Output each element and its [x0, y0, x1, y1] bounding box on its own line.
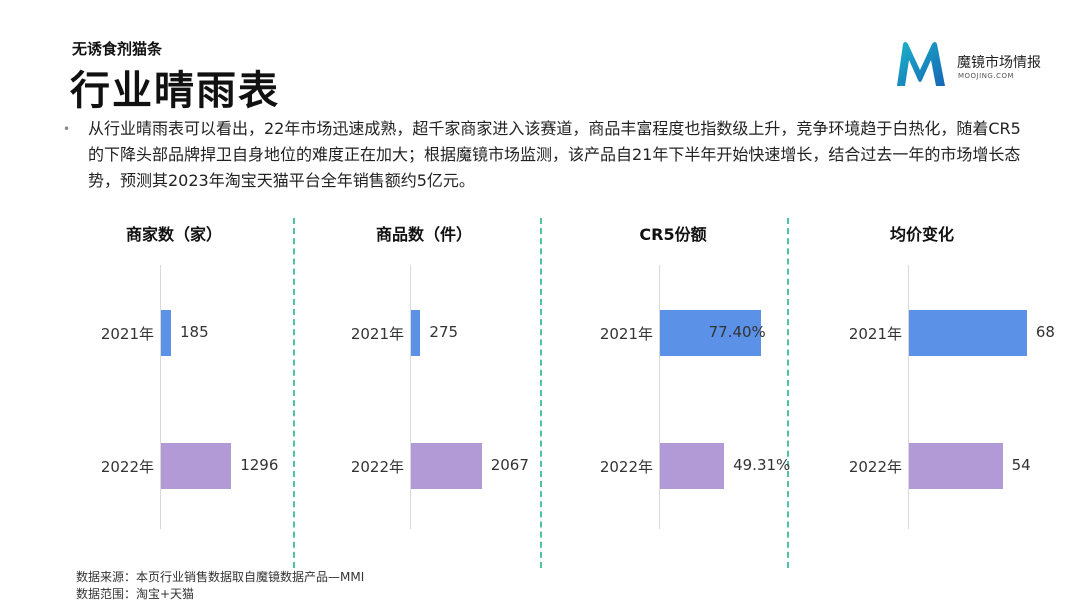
bar-2022 [411, 443, 482, 489]
category-label: 2022年 [100, 458, 154, 476]
brand-logo: 魔镜市场情报 MOOJING.COM [893, 40, 1063, 90]
chart-axis [160, 265, 161, 529]
chart-title: 商家数（家） [125, 225, 222, 244]
footer-source: 数据来源：本页行业销售数据取自魔镜数据产品—MMI [76, 570, 365, 584]
category-label: 2021年 [599, 325, 653, 343]
bar-2021 [909, 310, 1027, 356]
data-label: 275 [429, 323, 459, 341]
chart-panel: 均价变化 2021年 68 2022年 54 [798, 215, 1055, 545]
bullet-icon: • [63, 122, 71, 136]
data-label: 2067 [490, 456, 529, 474]
intro-paragraph: 从行业晴雨表可以看出，22年市场迅速成熟，超千家商家进入该赛道，商品丰富程度也指… [88, 119, 1021, 190]
category-label: 2021年 [100, 325, 154, 343]
data-label: 1296 [240, 456, 279, 474]
category-label: 2022年 [848, 458, 902, 476]
category-label: 2022年 [350, 458, 404, 476]
bar-2022 [909, 443, 1003, 489]
category-label: 2022年 [599, 458, 653, 476]
footer-scope: 数据范围：淘宝+天猫 [76, 587, 195, 601]
data-label: 77.40% [708, 323, 766, 341]
data-label: 68 [1035, 323, 1055, 341]
page-subtitle: 无诱食剂猫条 [72, 40, 163, 58]
page-title: 行业晴雨表 [70, 68, 280, 114]
logo-name: 魔镜市场情报 [957, 55, 1041, 71]
bar-2022 [660, 443, 725, 489]
category-label: 2021年 [848, 325, 902, 343]
chart-axis [410, 265, 411, 529]
chart-panel: 商品数（件） 2021年 275 2022年 2067 [300, 215, 548, 545]
chart-axis [659, 265, 660, 529]
data-label: 49.31% [733, 456, 791, 474]
data-label: 54 [1011, 456, 1031, 474]
chart-panel: 商家数（家） 2021年 185 2022年 1296 [50, 215, 298, 545]
bar-2021 [411, 310, 421, 356]
panel-divider [293, 218, 295, 568]
chart-title: 商品数（件） [375, 225, 472, 244]
bar-2022 [161, 443, 232, 489]
bar-2021 [161, 310, 172, 356]
logo-subtext: MOOJING.COM [958, 72, 1015, 80]
category-label: 2021年 [350, 325, 404, 343]
moojing-logo-icon [897, 42, 945, 86]
chart-title: CR5份额 [639, 225, 707, 244]
chart-panel: CR5份额 2021年 77.40% 2022年 49.31% [549, 215, 797, 545]
chart-axis [908, 265, 909, 529]
bar-2021 [660, 310, 761, 356]
chart-title: 均价变化 [889, 225, 954, 244]
panel-divider [787, 218, 789, 568]
data-label: 185 [180, 323, 209, 341]
panel-divider [540, 218, 542, 568]
